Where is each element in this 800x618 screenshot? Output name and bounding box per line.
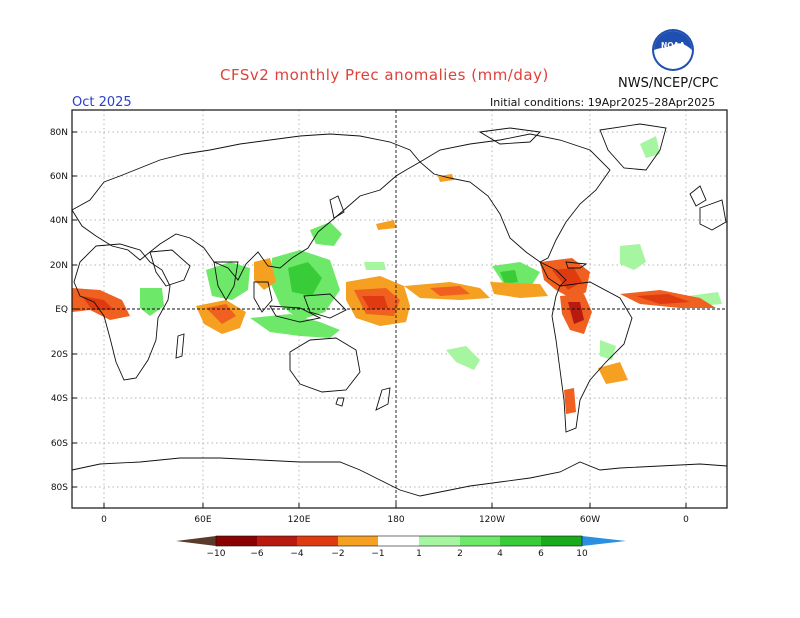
initial-conditions: Initial conditions: 19Apr2025–28Apr2025 (490, 96, 716, 109)
lat-label: EQ (55, 305, 68, 315)
colorbar-label: 10 (576, 549, 588, 559)
colorbar-label: 2 (457, 549, 463, 559)
lon-label: 120E (288, 515, 311, 525)
lon-label: 120W (479, 515, 505, 525)
colorbar-label: 1 (416, 549, 422, 559)
colorbar-label: −2 (331, 549, 344, 559)
lon-label: 180 (387, 515, 404, 525)
lat-label: 20S (51, 350, 68, 360)
noaa-logo-icon: NOAA (652, 29, 694, 71)
coastlines (71, 123, 728, 497)
colorbar-cell (338, 536, 378, 546)
lon-label: 60W (580, 515, 600, 525)
lat-label: 20N (50, 261, 68, 271)
chart-title: CFSv2 monthly Prec anomalies (mm/day) (220, 66, 549, 84)
colorbar-cell (541, 536, 582, 546)
lat-label: 40N (50, 216, 68, 226)
lon-labels: 0 60E 120E 180 120W 60W 0 (101, 515, 689, 525)
colorbar-dry-extreme (176, 536, 216, 546)
colorbar: −10 −6 −4 −2 −1 1 2 4 6 10 (176, 535, 626, 559)
svg-text:NOAA: NOAA (661, 41, 685, 50)
colorbar-border (215, 535, 583, 547)
lat-label: 60N (50, 172, 68, 182)
axis-ticks (72, 131, 687, 508)
colorbar-label: 4 (497, 549, 503, 559)
colorbar-wet-extreme (582, 536, 626, 546)
colorbar-label: 6 (538, 549, 544, 559)
lat-labels: 80N 60N 40N 20N EQ 20S 40S 60S 80S (50, 128, 68, 493)
lat-label: 80S (51, 483, 68, 493)
lat-label: 60S (51, 439, 68, 449)
lon-label: 60E (194, 515, 211, 525)
colorbar-cell (500, 536, 541, 546)
lat-label: 40S (51, 394, 68, 404)
colorbar-label: −1 (371, 549, 384, 559)
lat-label: 80N (50, 128, 68, 138)
colorbar-cell (257, 536, 297, 546)
colorbar-cell (460, 536, 500, 546)
org-label: NWS/NCEP/CPC (618, 76, 719, 91)
colorbar-cell (419, 536, 460, 546)
forecast-month: Oct 2025 (72, 95, 132, 110)
lon-label: 0 (683, 515, 689, 525)
colorbar-label: −6 (250, 549, 264, 559)
colorbar-label: −10 (207, 549, 226, 559)
colorbar-cell (297, 536, 338, 546)
lon-label: 0 (101, 515, 107, 525)
colorbar-neutral (378, 536, 419, 546)
wet-anomalies (140, 136, 722, 370)
colorbar-label: −4 (290, 549, 304, 559)
colorbar-cell (216, 536, 257, 546)
